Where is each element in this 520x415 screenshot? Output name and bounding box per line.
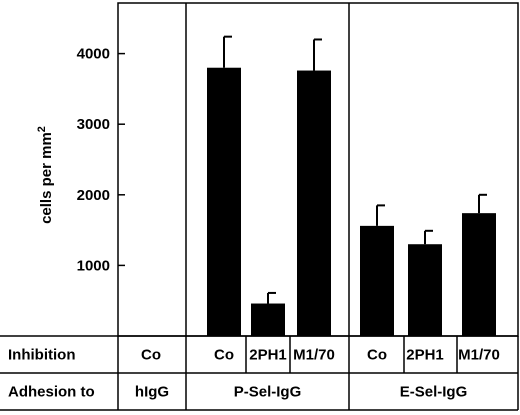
bars-layer bbox=[207, 35, 496, 336]
category-label: Co bbox=[367, 347, 387, 364]
row-header-adhesion: Adhesion to bbox=[8, 384, 95, 401]
y-axis-label-text: cells per mm bbox=[38, 132, 55, 224]
category-label: 2PH1 bbox=[249, 347, 287, 364]
bar bbox=[297, 70, 331, 336]
bar bbox=[251, 303, 285, 336]
category-label: M1/70 bbox=[293, 347, 335, 364]
group-label: P-Sel-IgG bbox=[234, 384, 302, 401]
category-label: M1/70 bbox=[458, 347, 500, 364]
bar bbox=[207, 67, 241, 336]
category-label: Co bbox=[214, 347, 234, 364]
category-label: 2PH1 bbox=[406, 347, 444, 364]
y-tick-label: 4000 bbox=[77, 46, 110, 63]
bar bbox=[408, 244, 442, 336]
y-tick-label: 3000 bbox=[77, 116, 110, 133]
bar bbox=[360, 225, 394, 336]
y-tick-label: 2000 bbox=[77, 187, 110, 204]
row-header-inhibition: Inhibition bbox=[8, 347, 75, 364]
bar bbox=[462, 213, 496, 336]
y-axis: 1000 2000 3000 4000 bbox=[77, 46, 125, 274]
group-label: E-Sel-IgG bbox=[400, 384, 468, 401]
category-table: Inhibition Adhesion to Co hIgG Co 2PH1 M1/70 P-… bbox=[0, 335, 519, 411]
y-axis-label: cells per mm2 bbox=[36, 126, 55, 224]
y-tick-label: 1000 bbox=[77, 257, 110, 274]
y-axis-label-superscript: 2 bbox=[36, 126, 48, 132]
category-label: Co bbox=[141, 347, 161, 364]
group-label: hIgG bbox=[135, 384, 169, 401]
